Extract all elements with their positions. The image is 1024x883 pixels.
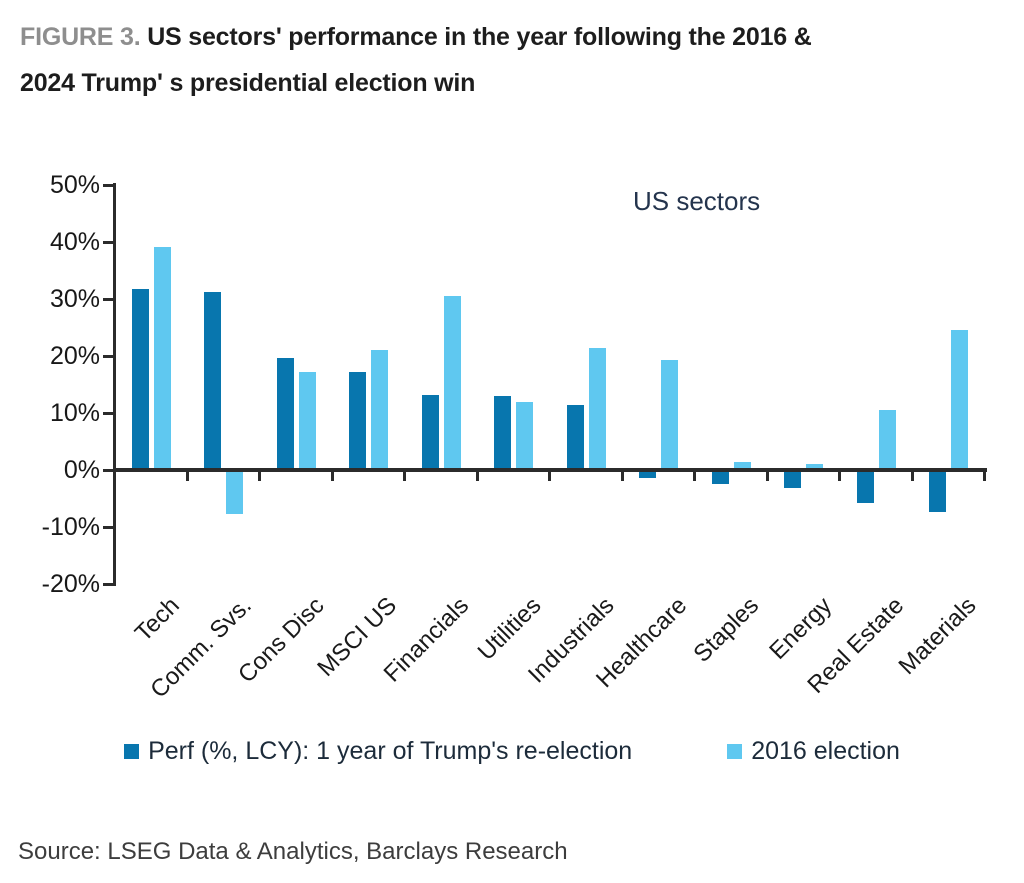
x-axis-tick (403, 472, 406, 481)
bar-light (516, 402, 534, 469)
x-axis-tick (258, 472, 261, 481)
y-axis-label: 30% (49, 285, 100, 313)
bar-dark (929, 471, 947, 512)
bar-dark (421, 395, 439, 469)
x-axis-tick (693, 472, 696, 481)
bar-light (443, 296, 461, 469)
bar-dark (349, 372, 367, 469)
x-axis-tick (983, 472, 986, 481)
bar-dark (131, 289, 149, 469)
figure-title-line2: 2024 Trump' s presidential election win (20, 69, 476, 97)
bar-light (226, 471, 244, 514)
bar-light (153, 247, 171, 469)
y-axis-tick (103, 469, 115, 472)
y-axis-tick (103, 412, 115, 415)
y-axis-tick (103, 241, 115, 244)
bar-dark (856, 471, 874, 503)
bar-dark (276, 358, 294, 469)
figure-title-line1: US sectors' performance in the year foll… (147, 23, 812, 51)
figure-title: FIGURE 3. US sectors' performance in the… (20, 14, 1010, 106)
x-axis-tick (766, 472, 769, 481)
bar-dark (494, 396, 512, 469)
bar-dark (566, 405, 584, 469)
y-axis-tick (103, 355, 115, 358)
legend-item: 2016 election (727, 737, 900, 766)
y-axis-line (113, 183, 116, 586)
y-axis-label: -10% (41, 513, 100, 541)
bar-dark (639, 471, 657, 478)
y-axis-label: -20% (41, 570, 100, 598)
legend-swatch-light (727, 744, 743, 759)
legend: Perf (%, LCY): 1 year of Trump's re-elec… (0, 737, 1024, 766)
bar-light (661, 360, 679, 469)
x-axis-label: Staples (688, 592, 765, 668)
x-axis-label: Tech (129, 592, 185, 647)
legend-label: 2016 election (751, 737, 900, 765)
x-axis-label: Materials (893, 592, 982, 680)
x-axis-tick (911, 472, 914, 481)
y-axis-tick (103, 583, 115, 586)
bar-light (806, 464, 824, 469)
y-axis-label: 20% (49, 342, 100, 370)
bar-light (951, 330, 969, 469)
y-axis-tick (103, 298, 115, 301)
x-axis-tick (331, 472, 334, 481)
legend-swatch-dark (124, 744, 140, 759)
source-note: Source: LSEG Data & Analytics, Barclays … (18, 838, 568, 865)
bar-light (878, 410, 896, 469)
legend-label: Perf (%, LCY): 1 year of Trump's re-elec… (148, 737, 633, 765)
bar-light (733, 462, 751, 469)
y-axis-label: 40% (49, 228, 100, 256)
bar-light (588, 348, 606, 469)
x-axis-tick (186, 472, 189, 481)
x-axis-tick (621, 472, 624, 481)
bar-light (371, 350, 389, 469)
y-axis-label: 0% (63, 456, 100, 484)
figure-label: FIGURE 3. (20, 23, 141, 51)
bar-dark (784, 471, 802, 488)
x-axis-tick (476, 472, 479, 481)
bar-dark (204, 292, 222, 469)
x-axis-tick (838, 472, 841, 481)
x-axis-tick (548, 472, 551, 481)
bar-dark (711, 471, 729, 484)
x-axis-line (113, 468, 987, 472)
chart-annotation: US sectors (633, 186, 761, 216)
y-axis-tick (103, 184, 115, 187)
y-axis-label: 10% (49, 399, 100, 427)
bar-light (298, 372, 316, 469)
legend-item: Perf (%, LCY): 1 year of Trump's re-elec… (124, 737, 632, 766)
y-axis-tick (103, 526, 115, 529)
y-axis-label: 50% (49, 171, 100, 199)
